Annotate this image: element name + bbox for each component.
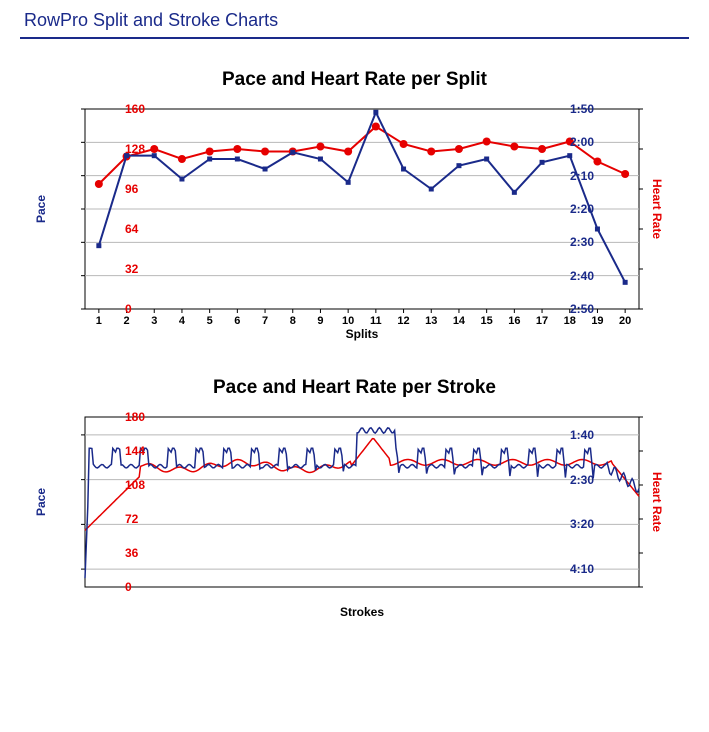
split-x-tick: 15 [481, 315, 493, 327]
split-x-tick: 2 [123, 315, 129, 327]
split-chart-block: Pace and Heart Rate per Split Pace Heart… [20, 69, 689, 341]
stroke-right-tick: 36 [125, 546, 679, 560]
split-x-tick: 11 [370, 315, 382, 327]
stroke-left-tick: 4:10 [40, 562, 594, 576]
stroke-left-tick: 1:40 [40, 428, 594, 442]
page-title: RowPro Split and Stroke Charts [20, 10, 689, 31]
split-left-tick: 2:30 [40, 235, 594, 249]
split-left-tick: 2:20 [40, 202, 594, 216]
split-chart-frame: Pace Heart Rate 1:502:002:102:202:302:40… [85, 109, 639, 309]
split-right-tick: 160 [125, 102, 679, 116]
split-right-tick: 0 [125, 302, 679, 316]
split-x-tick: 12 [397, 315, 409, 327]
stroke-right-tick: 144 [125, 444, 679, 458]
split-chart-title: Pace and Heart Rate per Split [20, 69, 689, 91]
stroke-right-tick: 180 [125, 410, 679, 424]
split-x-tick: 8 [290, 315, 296, 327]
stroke-right-tick: 0 [125, 580, 679, 594]
split-x-tick: 9 [317, 315, 323, 327]
split-right-tick: 64 [125, 222, 679, 236]
split-chart-x-label: Splits [85, 327, 639, 341]
split-x-tick: 13 [425, 315, 437, 327]
split-right-tick: 96 [125, 182, 679, 196]
split-right-tick: 32 [125, 262, 679, 276]
stroke-chart-block: Pace and Heart Rate per Stroke Pace Hear… [20, 377, 689, 619]
split-x-tick: 5 [207, 315, 213, 327]
split-x-tick: 7 [262, 315, 268, 327]
split-x-tick: 14 [453, 315, 465, 327]
stroke-chart-title: Pace and Heart Rate per Stroke [20, 377, 689, 399]
split-x-tick: 4 [179, 315, 185, 327]
split-x-tick: 10 [342, 315, 354, 327]
stroke-chart-x-label: Strokes [85, 605, 639, 619]
split-x-tick: 18 [564, 315, 576, 327]
split-x-tick: 16 [508, 315, 520, 327]
split-x-tick: 20 [619, 315, 631, 327]
split-x-tick: 19 [591, 315, 603, 327]
split-x-tick: 3 [151, 315, 157, 327]
split-right-tick: 128 [125, 142, 679, 156]
split-left-tick: 2:10 [40, 169, 594, 183]
stroke-chart-pace-axis-label: Pace [34, 488, 48, 516]
split-x-tick: 6 [234, 315, 240, 327]
stroke-right-tick: 72 [125, 512, 679, 526]
split-x-tick: 1 [96, 315, 102, 327]
split-x-tick: 17 [536, 315, 548, 327]
title-rule [20, 37, 689, 39]
stroke-right-tick: 108 [125, 478, 679, 492]
stroke-chart-frame: Pace Heart Rate 1:402:303:204:1018014410… [85, 417, 639, 587]
